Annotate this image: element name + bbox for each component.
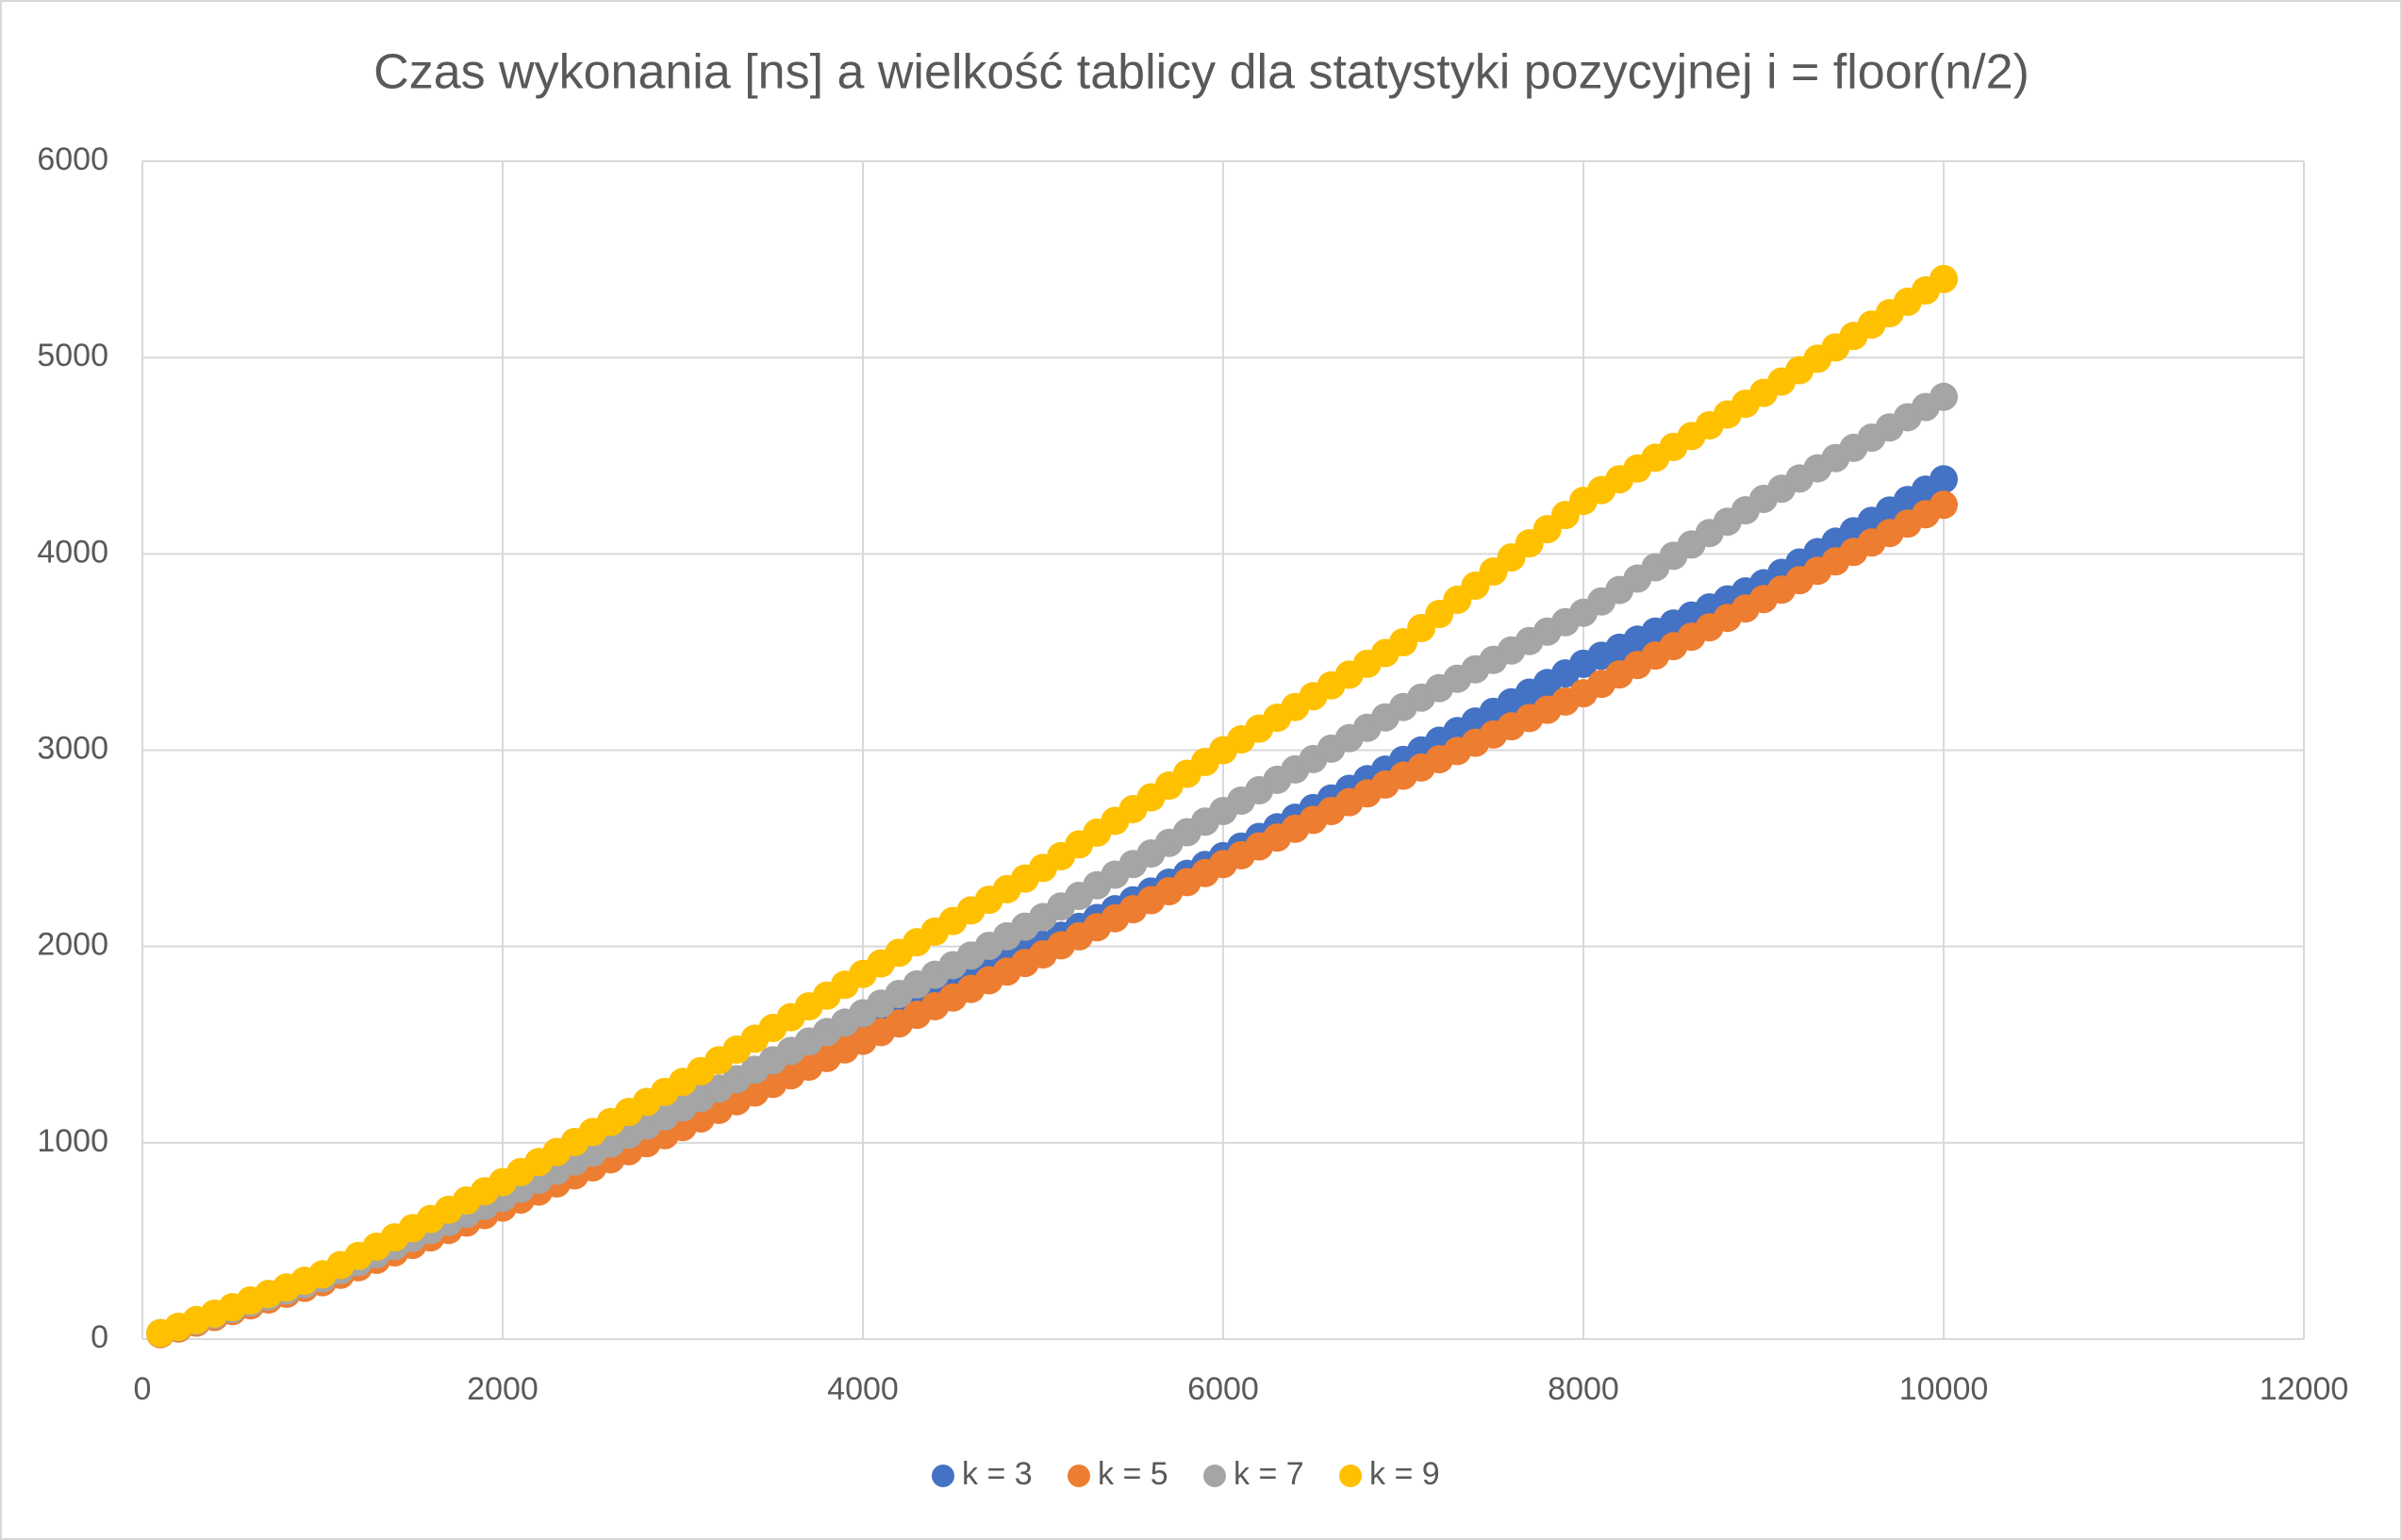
legend-marker <box>1339 1465 1362 1487</box>
x-tick-label: 4000 <box>827 1371 899 1407</box>
y-tick-label: 6000 <box>37 141 108 177</box>
y-tick-label: 1000 <box>37 1123 108 1159</box>
point <box>1930 490 1958 520</box>
x-tick-label: 8000 <box>1548 1371 1619 1407</box>
legend-label: k = 9 <box>1369 1456 1440 1492</box>
y-tick-label: 5000 <box>37 338 108 373</box>
y-tick-label: 4000 <box>37 534 108 570</box>
point <box>1930 264 1958 293</box>
point <box>1930 382 1958 411</box>
x-tick-label: 2000 <box>467 1371 538 1407</box>
legend-marker <box>1068 1465 1090 1487</box>
legend-label: k = 7 <box>1234 1456 1304 1492</box>
y-tick-label: 2000 <box>37 927 108 963</box>
x-tick-label: 0 <box>134 1371 152 1407</box>
legend-label: k = 3 <box>962 1456 1033 1492</box>
y-tick-label: 3000 <box>37 730 108 766</box>
point <box>1930 465 1958 494</box>
y-tick-label: 0 <box>91 1319 108 1355</box>
legend-marker <box>932 1465 954 1487</box>
x-tick-label: 6000 <box>1187 1371 1259 1407</box>
legend-marker <box>1203 1465 1226 1487</box>
x-tick-label: 10000 <box>1899 1371 1989 1407</box>
x-tick-label: 12000 <box>2260 1371 2349 1407</box>
legend-label: k = 5 <box>1098 1456 1168 1492</box>
chart-title: Czas wykonania [ns] a wielkość tablicy d… <box>373 45 2029 100</box>
